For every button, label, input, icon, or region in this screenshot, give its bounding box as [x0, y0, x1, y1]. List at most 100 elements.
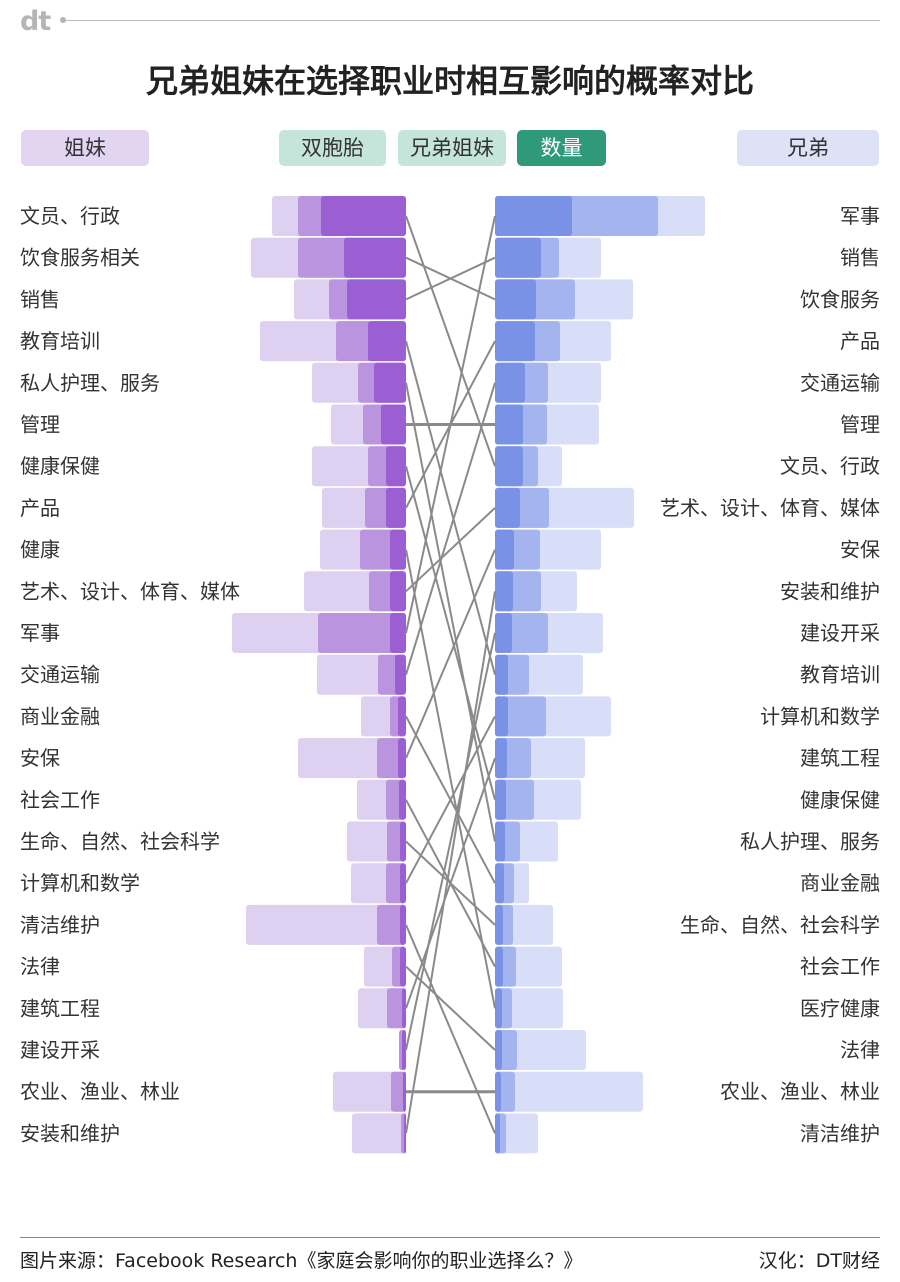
- sisters-occupation-label: 建筑工程: [20, 996, 100, 1020]
- legend-siblings: 兄弟姐妹: [398, 130, 506, 166]
- sisters-occupation-label: 管理: [20, 413, 60, 437]
- brothers-occupation-label: 交通运输: [800, 371, 880, 395]
- connector-line: [405, 382, 496, 842]
- brothers-occupation-label: 私人护理、服务: [740, 830, 880, 854]
- brothers-bar-count: [495, 279, 536, 320]
- brothers-bar-count: [495, 529, 514, 570]
- sisters-occupation-label: 农业、渔业、林业: [20, 1080, 180, 1104]
- brothers-occupation-label: 文员、行政: [780, 454, 880, 478]
- sisters-bar-count: [386, 487, 406, 528]
- sisters-occupation-label: 文员、行政: [20, 204, 120, 228]
- dt-logo: dt: [20, 6, 51, 37]
- sisters-bar-siblings: [387, 988, 406, 1029]
- connector-line: [405, 549, 496, 759]
- sisters-bar-twins: [246, 904, 406, 945]
- sisters-bar-count: [395, 654, 406, 695]
- brothers-bar-count: [495, 779, 506, 820]
- brothers-occupation-label: 健康保健: [800, 788, 880, 812]
- brothers-occupation-label: 社会工作: [800, 955, 880, 979]
- sisters-occupation-label: 产品: [20, 496, 60, 520]
- brothers-bar-count: [495, 904, 503, 945]
- connector-line: [405, 632, 496, 1051]
- credit-note: 汉化：DT财经: [758, 1250, 880, 1272]
- sisters-bar-siblings: [377, 904, 406, 945]
- brothers-occupation-label: 管理: [840, 413, 880, 437]
- sisters-bar-count: [390, 529, 406, 570]
- sisters-bar-siblings: [318, 613, 406, 653]
- sisters-occupation-label: 军事: [20, 621, 60, 645]
- sisters-occupation-label: 健康: [20, 538, 60, 562]
- connector-line: [405, 256, 496, 301]
- sisters-occupation-label: 私人护理、服务: [20, 371, 160, 395]
- source-note: 图片来源：Facebook Research《家庭会影响你的职业选择么？》: [20, 1250, 583, 1272]
- sisters-occupation-label: 计算机和数学: [20, 871, 140, 895]
- brothers-occupation-label: 销售: [840, 246, 880, 270]
- sisters-occupation-label: 生命、自然、社会科学: [20, 830, 220, 854]
- sisters-bar-count: [400, 904, 406, 945]
- legend-brothers: 兄弟: [737, 130, 879, 166]
- chart-title: 兄弟姐妹在选择职业时相互影响的概率对比: [145, 62, 754, 100]
- sisters-bar-count: [368, 321, 406, 362]
- brothers-occupation-label: 农业、渔业、林业: [720, 1080, 880, 1104]
- brothers-occupation-label: 饮食服务: [800, 287, 880, 311]
- sisters-occupation-label: 安装和维护: [20, 1121, 120, 1145]
- brothers-bar-count: [495, 613, 512, 653]
- brothers-occupation-label: 军事: [840, 204, 880, 228]
- brothers-occupation-label: 产品: [840, 329, 880, 353]
- brothers-bar-count: [495, 321, 535, 362]
- sisters-bar-count: [404, 1113, 406, 1154]
- top-divider: [66, 20, 880, 21]
- sisters-bar-count: [402, 988, 406, 1029]
- sisters-bar-count: [399, 779, 406, 820]
- sisters-bar-twins: [333, 1071, 406, 1112]
- sisters-bar-count: [398, 738, 406, 779]
- brothers-bar-twins: [495, 1071, 643, 1112]
- brothers-bar-count: [495, 196, 572, 236]
- brothers-bar-count: [495, 571, 513, 612]
- sisters-occupation-label: 安保: [20, 746, 60, 770]
- connector-line: [405, 715, 496, 884]
- sisters-bar-twins: [352, 1113, 406, 1154]
- sisters-occupation-label: 交通运输: [20, 663, 100, 687]
- sisters-occupation-label: 商业金融: [20, 704, 100, 728]
- brothers-bar-count: [495, 696, 508, 737]
- brothers-bar-count: [495, 1071, 501, 1112]
- sisters-bar-count: [403, 1071, 406, 1112]
- sisters-bar-count: [400, 946, 406, 987]
- sisters-bar-count: [400, 821, 406, 862]
- brothers-occupation-label: 清洁维护: [800, 1121, 880, 1145]
- brothers-occupation-label: 商业金融: [800, 871, 880, 895]
- sisters-occupation-label: 教育培训: [20, 329, 100, 353]
- brothers-bar-count: [495, 362, 525, 403]
- brothers-occupation-label: 安保: [840, 538, 880, 562]
- brothers-occupation-label: 计算机和数学: [760, 704, 880, 728]
- sisters-occupation-label: 建设开采: [20, 1038, 100, 1062]
- brothers-bar-count: [495, 446, 523, 487]
- sisters-occupation-label: 销售: [20, 287, 60, 311]
- bottom-divider: [20, 1237, 880, 1238]
- sisters-bar-count: [374, 362, 406, 403]
- brothers-bar-twins: [495, 1030, 586, 1070]
- sisters-occupation-label: 饮食服务相关: [20, 246, 140, 270]
- connector-line: [405, 757, 496, 1009]
- connector-line: [405, 924, 496, 1134]
- sisters-bar-count: [398, 696, 406, 737]
- brothers-bar-count: [495, 654, 508, 695]
- brothers-bar-count: [495, 237, 541, 278]
- sisters-occupation-label: 艺术、设计、体育、媒体: [20, 579, 240, 603]
- brothers-occupation-label: 安装和维护: [780, 579, 880, 603]
- brothers-bar-count: [495, 738, 507, 779]
- connector-line: [405, 382, 496, 675]
- sisters-bar-count: [390, 613, 406, 653]
- brothers-bar-count: [495, 1113, 500, 1154]
- sisters-occupation-label: 法律: [20, 955, 60, 979]
- connector-line: [405, 215, 496, 634]
- brothers-bar-count: [495, 863, 504, 904]
- sisters-bar-count: [381, 404, 406, 445]
- connector-line: [405, 340, 496, 675]
- brothers-occupation-label: 建筑工程: [800, 746, 880, 770]
- sisters-bar-count: [400, 863, 406, 904]
- sisters-bar-count: [402, 1030, 406, 1070]
- sisters-occupation-label: 健康保健: [20, 454, 100, 478]
